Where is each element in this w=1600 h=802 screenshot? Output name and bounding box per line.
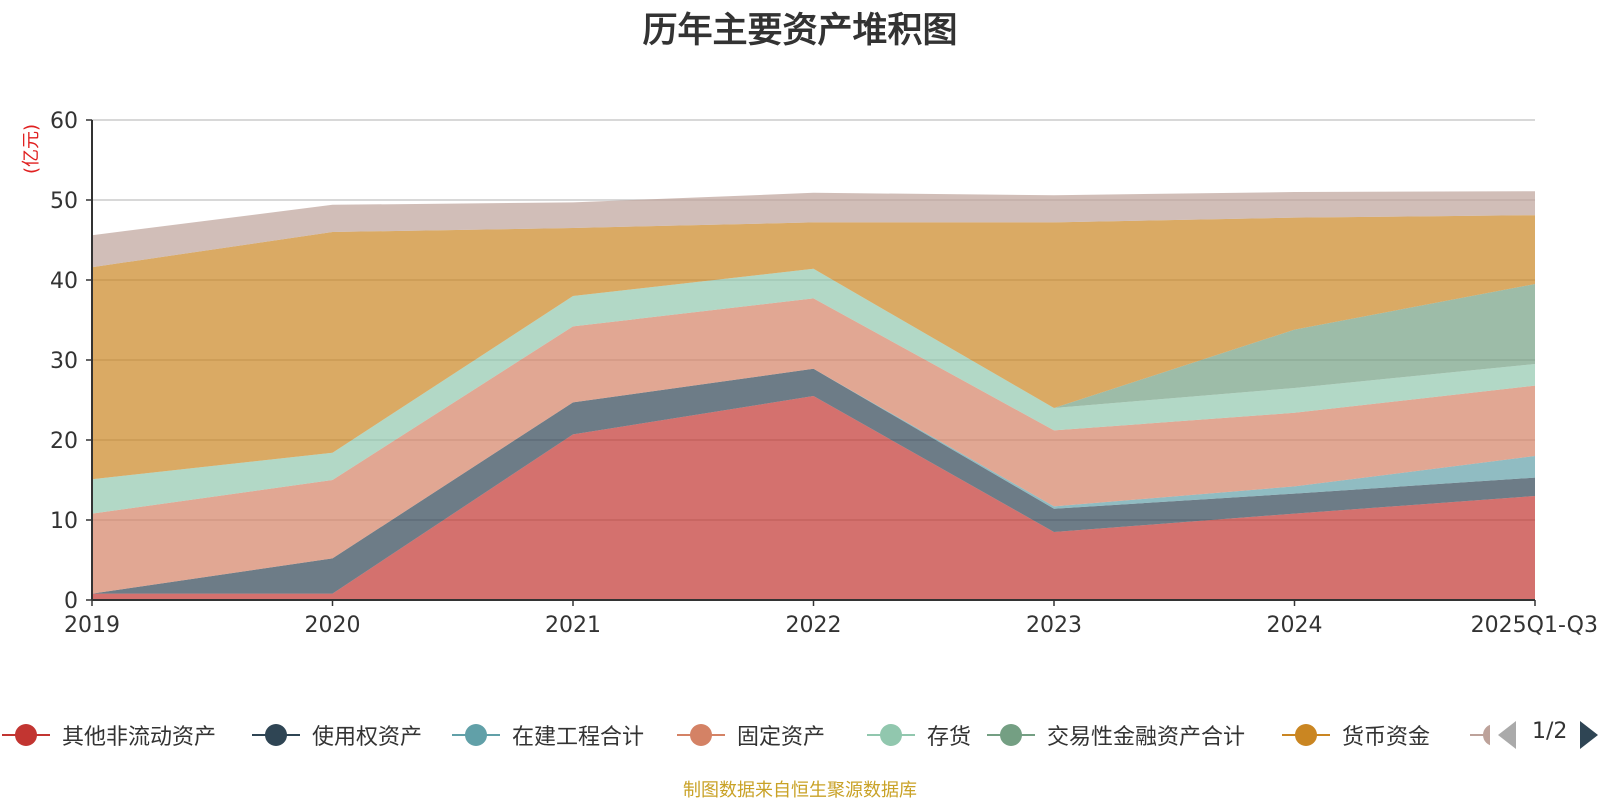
area-series-0 [92,396,1535,600]
x-tick-label-3: 2022 [786,613,842,638]
legend-marker-icon [2,724,50,746]
chart-title: 历年主要资产堆积图 [642,11,958,51]
y-tick-label-60: 60 [50,109,78,134]
x-tick-label-6: 2025Q1-Q3 [1471,613,1598,638]
legend-marker-icon [677,724,725,746]
legend-item-1[interactable]: 使用权资产 [250,715,422,755]
legend-item-0[interactable]: 其他非流动资产 [0,715,216,755]
x-tick-label-5: 2024 [1267,613,1323,638]
legend-label: 使用权资产 [312,725,423,750]
y-tick-label-0: 0 [64,589,78,614]
x-tick-label-0: 2019 [64,613,120,638]
legend-label: 货币资金 [1342,725,1431,750]
legend-item-5[interactable]: 交易性金融资产合计 [985,715,1245,755]
legend-prev-page-icon[interactable] [1498,721,1516,749]
legend-label: 其他非流动资产 [62,725,217,750]
legend-item-7[interactable] [1468,715,1490,755]
y-tick-label-50: 50 [50,189,78,214]
area-series-7 [92,191,1535,268]
legend-page-number: 1/2 [1532,719,1568,744]
legend-pager: 1/2 [1498,715,1600,755]
x-tick-label-2: 2021 [545,613,601,638]
legend-marker-icon [1470,724,1490,746]
y-tick-label-30: 30 [50,349,78,374]
legend-label: 交易性金融资产合计 [1047,725,1246,750]
x-tick-label-1: 2020 [305,613,361,638]
legend-label: 存货 [927,725,972,750]
legend-marker-icon [867,724,915,746]
area-series-3 [92,298,1535,594]
legend-marker-icon [1282,724,1330,746]
legend-marker-icon [252,724,300,746]
legend-label: 在建工程合计 [512,725,645,750]
area-series-5 [92,268,1535,480]
y-tick-label-40: 40 [50,269,78,294]
legend-label: 固定资产 [737,725,826,750]
legend-item-6[interactable]: 货币资金 [1280,715,1430,755]
legend-marker-icon [987,724,1035,746]
area-series-6 [92,215,1535,480]
legend-item-4[interactable]: 存货 [865,715,971,755]
legend-marker-icon [452,724,500,746]
y-tick-label-20: 20 [50,429,78,454]
legend-item-3[interactable]: 固定资产 [675,715,825,755]
area-series-4 [92,268,1535,514]
x-tick-label-4: 2023 [1026,613,1082,638]
data-source-note: 制图数据来自恒生聚源数据库 [683,780,917,801]
legend-item-2[interactable]: 在建工程合计 [450,715,644,755]
stacked-area-chart: 0 10 20 30 40 50 60 2019 2020 2021 2022 2023 2024 202… [50,109,1598,638]
legend-next-page-icon[interactable] [1580,721,1598,749]
y-tick-label-10: 10 [50,509,78,534]
